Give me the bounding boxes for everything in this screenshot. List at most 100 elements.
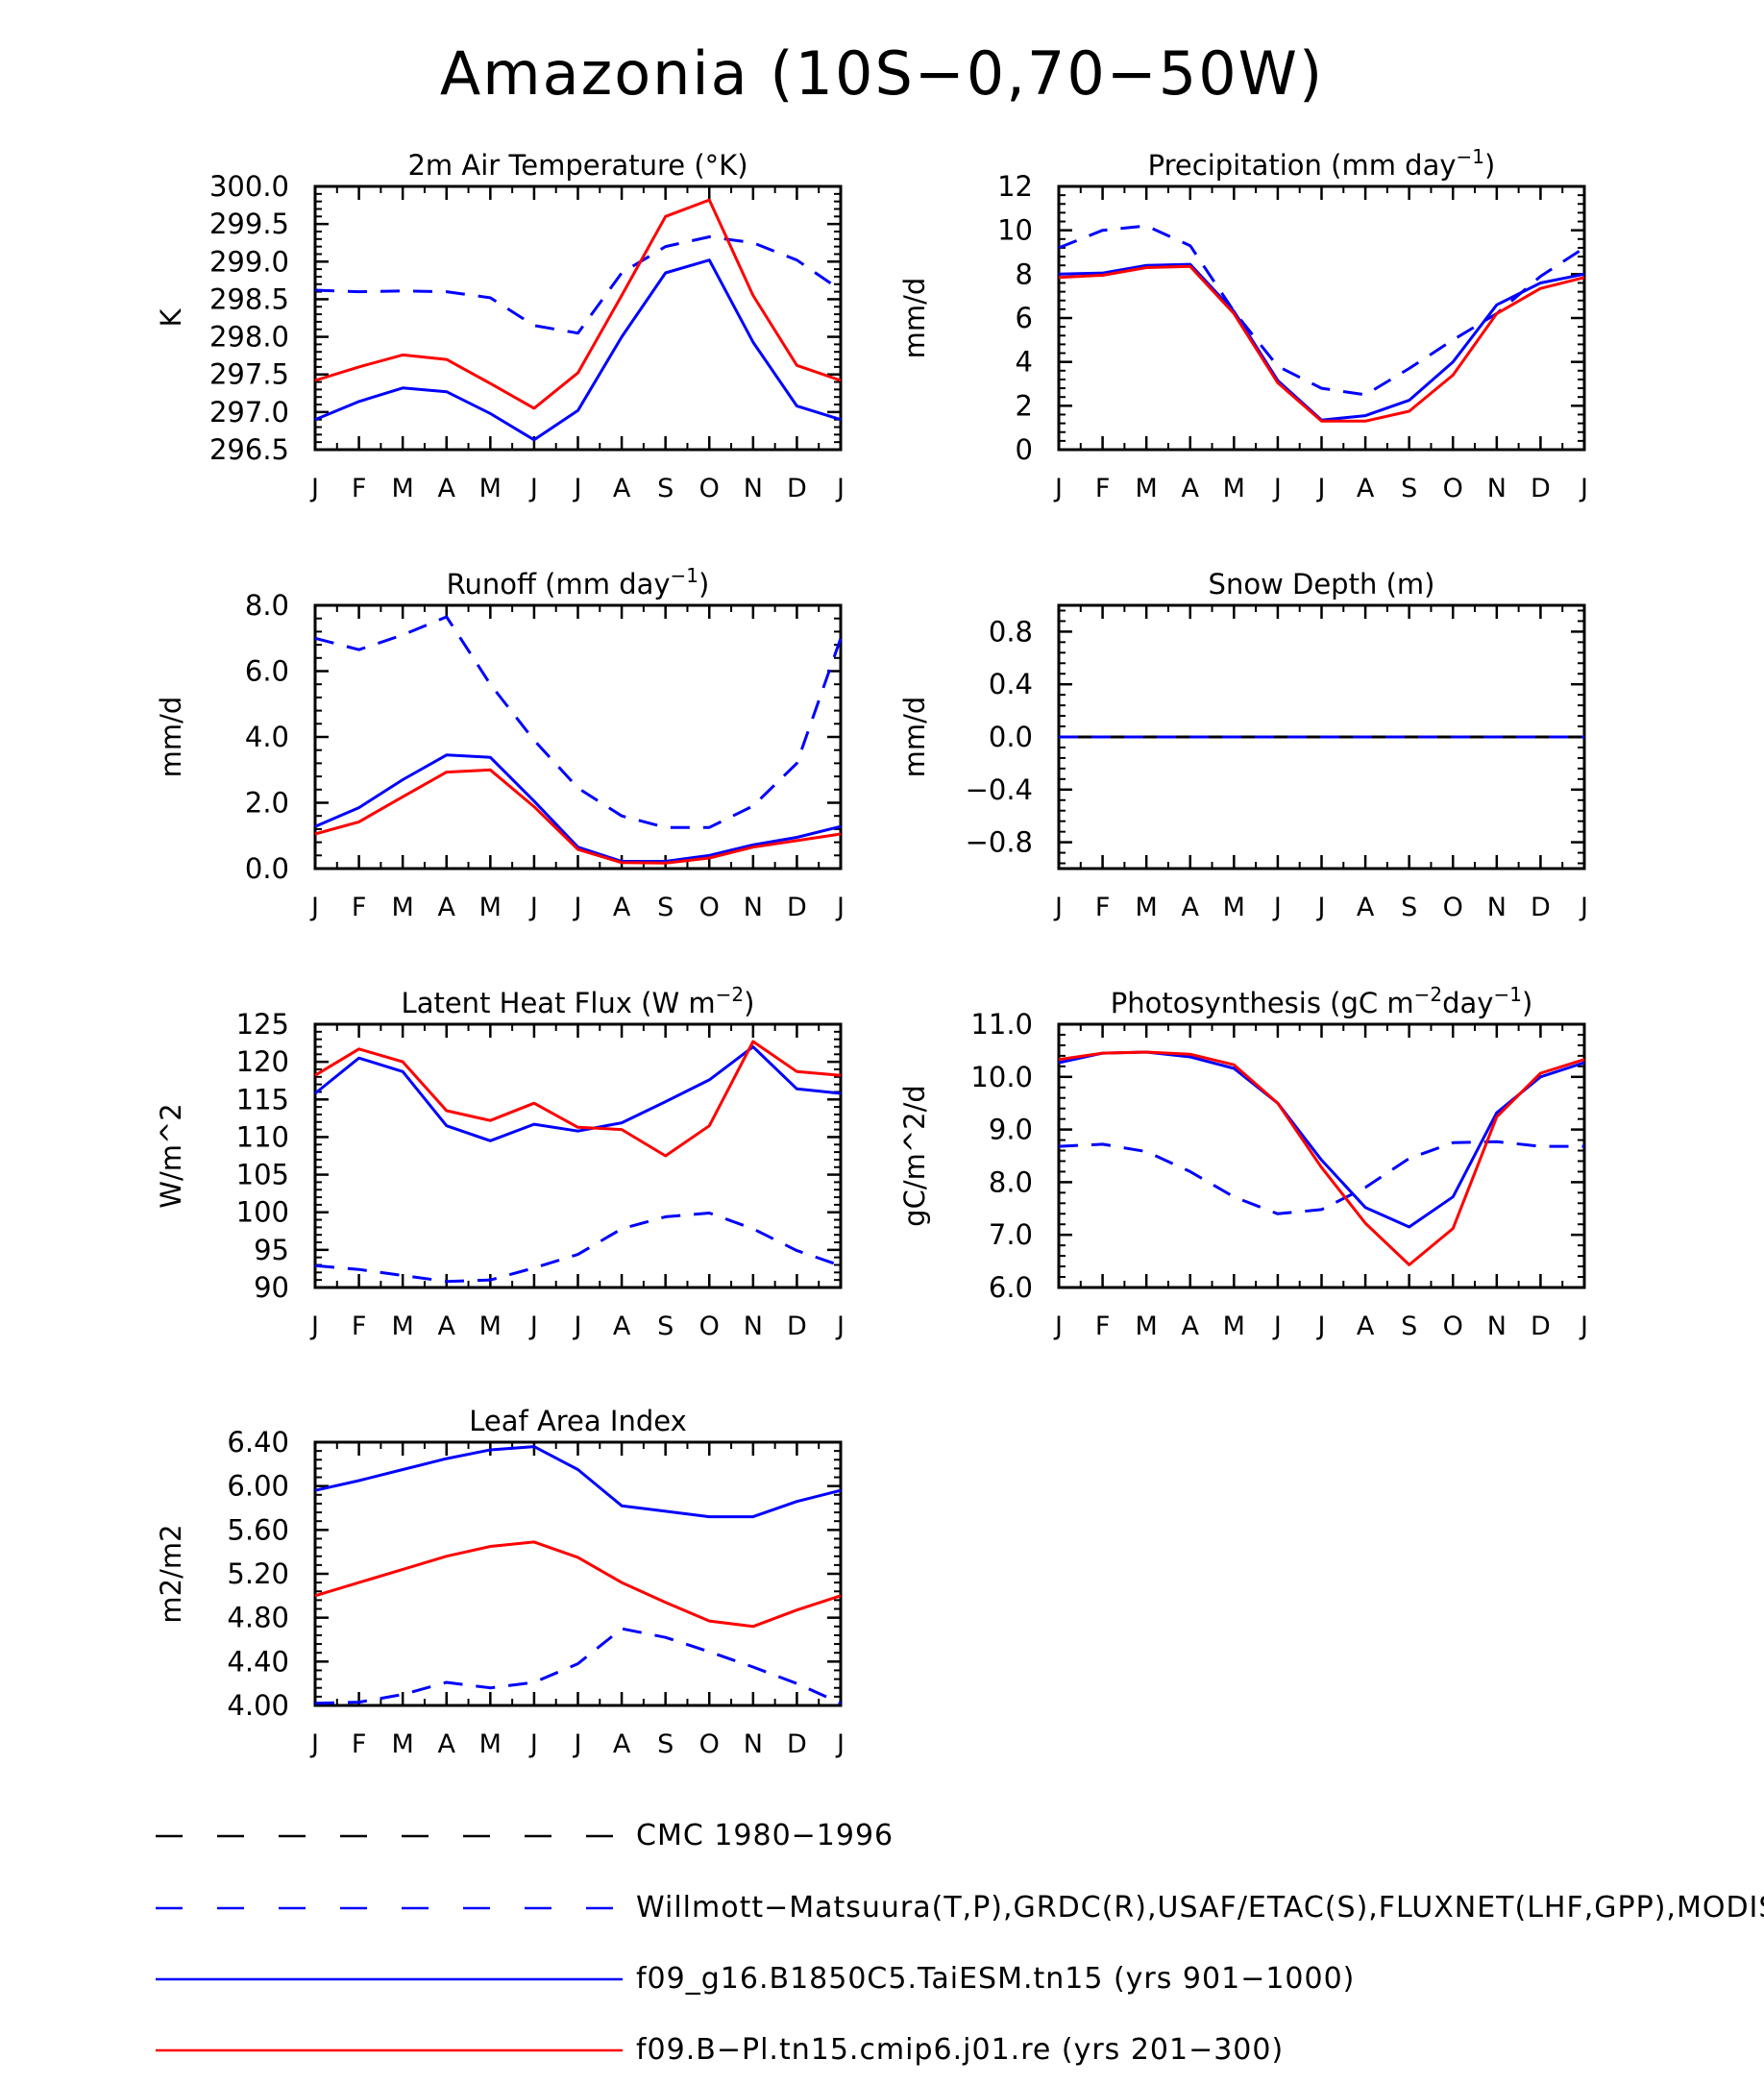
legend-swatch xyxy=(156,1834,623,1838)
legend-entry: Willmott−Matsuura(T,P),GRDC(R),USAF/ETAC… xyxy=(154,1889,1764,1927)
y-tick-label: 300.0 xyxy=(209,170,289,203)
x-tick-label: O xyxy=(699,893,720,922)
x-tick-label: S xyxy=(657,1729,674,1759)
x-tick-label: O xyxy=(1443,474,1463,503)
panel-title-text: ) xyxy=(744,987,754,1019)
x-tick-label: S xyxy=(657,474,674,503)
y-tick-label: 4.40 xyxy=(227,1645,289,1678)
legend-label: f09.B−Pl.tn15.cmip6.j01.re (yrs 201−300) xyxy=(636,2033,1285,2067)
x-tick-label: J xyxy=(1053,893,1063,922)
y-tick-label: 4.80 xyxy=(227,1602,289,1634)
series-line-2 xyxy=(314,258,842,442)
x-tick-label: J xyxy=(573,474,582,503)
x-tick-label: A xyxy=(1182,1312,1200,1341)
series-line-2 xyxy=(314,1445,842,1519)
x-tick-label: O xyxy=(1443,893,1463,922)
x-tick-label: A xyxy=(613,1312,631,1341)
panel-title: Snow Depth (m) xyxy=(1209,568,1435,601)
x-tick-label: J xyxy=(1579,893,1588,922)
x-tick-label: M xyxy=(1223,1312,1245,1341)
panel-title-superscript: −1 xyxy=(1493,983,1521,1006)
y-tick-label: 0.0 xyxy=(989,721,1033,753)
x-tick-label: S xyxy=(1401,893,1417,922)
plot-frame xyxy=(313,1022,843,1289)
panel-title: Precipitation (mm day−1) xyxy=(1148,145,1496,182)
x-tick-label: M xyxy=(479,1729,502,1759)
series-line-3 xyxy=(314,1040,842,1158)
x-tick-label: J xyxy=(835,1312,845,1341)
panel-title-superscript: −1 xyxy=(671,564,698,587)
chart-panel-1: J F M A M J J A S O N D J296.5297.0297.5298.0298.529… xyxy=(155,149,845,503)
x-tick-label: M xyxy=(1223,474,1245,503)
panel-title-text: ) xyxy=(698,568,709,601)
x-tick-label: S xyxy=(1401,474,1417,503)
x-tick-label: F xyxy=(352,1729,367,1759)
series-line-1 xyxy=(314,615,843,829)
x-tick-label: J xyxy=(1316,893,1326,922)
x-tick-label: N xyxy=(744,1729,763,1759)
y-tick-label: 299.0 xyxy=(209,245,289,278)
series-line-3 xyxy=(314,1540,842,1629)
panel-title-text: Photosynthesis (gC m xyxy=(1111,987,1414,1019)
x-tick-label: M xyxy=(1136,1312,1158,1341)
x-tick-label: J xyxy=(573,893,582,922)
x-tick-label: J xyxy=(1272,1312,1282,1341)
y-tick-label: 298.0 xyxy=(209,321,289,354)
x-tick-label: J xyxy=(309,893,319,922)
x-tick-label: J xyxy=(573,1729,582,1759)
x-tick-label: F xyxy=(352,893,367,922)
x-tick-label: D xyxy=(787,1312,807,1341)
x-tick-label: A xyxy=(613,893,631,922)
x-tick-label: J xyxy=(528,1729,538,1759)
y-tick-label: 10 xyxy=(997,214,1033,247)
y-tick-label: 5.60 xyxy=(227,1513,289,1546)
x-tick-label: D xyxy=(1531,474,1551,503)
plot-frame xyxy=(1057,1022,1586,1289)
y-tick-label: 6.40 xyxy=(227,1426,289,1459)
y-axis-label: K xyxy=(155,308,187,328)
x-tick-label: A xyxy=(438,1312,456,1341)
panel-title: Runoff (mm day−1) xyxy=(447,564,710,601)
x-tick-label: J xyxy=(1316,474,1326,503)
y-axis-label: gC/m^2/d xyxy=(898,1085,931,1227)
y-tick-label: 0.0 xyxy=(245,852,289,885)
x-tick-label: M xyxy=(479,1312,502,1341)
x-tick-label: F xyxy=(352,474,367,503)
y-axis-label: mm/d xyxy=(898,697,931,778)
x-tick-label: J xyxy=(528,474,538,503)
panel-title-text: Latent Heat Flux (W m xyxy=(402,987,716,1019)
x-tick-label: D xyxy=(1531,1312,1551,1341)
series-line-2 xyxy=(1058,262,1585,422)
x-tick-label: J xyxy=(309,1729,319,1759)
panel-title-text: ) xyxy=(1522,987,1532,1019)
y-tick-label: 297.0 xyxy=(209,396,289,429)
chart-panel-5: J F M A M J J A S O N D J9095100105110115120125W/m^2… xyxy=(155,983,845,1341)
x-tick-label: A xyxy=(1357,1312,1375,1341)
legend-label: CMC 1980−1996 xyxy=(636,1819,894,1852)
x-tick-label: J xyxy=(1579,1312,1588,1341)
y-tick-label: 105 xyxy=(236,1159,289,1191)
x-tick-label: D xyxy=(787,893,807,922)
y-tick-label: −0.4 xyxy=(966,773,1033,806)
x-tick-label: M xyxy=(479,474,502,503)
y-tick-label: 115 xyxy=(236,1083,289,1116)
y-tick-label: 90 xyxy=(254,1271,289,1304)
x-tick-label: M xyxy=(392,474,414,503)
y-tick-label: 6.00 xyxy=(227,1470,289,1503)
y-tick-label: 6.0 xyxy=(989,1271,1033,1304)
x-tick-label: N xyxy=(744,893,763,922)
x-tick-label: O xyxy=(699,1729,720,1759)
y-axis-label: mm/d xyxy=(155,697,187,778)
y-tick-label: 100 xyxy=(236,1196,289,1229)
x-tick-label: M xyxy=(479,893,502,922)
panel-title-text: day xyxy=(1442,987,1493,1019)
y-tick-label: 10.0 xyxy=(970,1061,1033,1093)
x-tick-label: J xyxy=(835,1729,845,1759)
x-tick-label: J xyxy=(528,893,538,922)
y-tick-label: 298.5 xyxy=(209,282,289,315)
panel-title: Photosynthesis (gC m−2day−1) xyxy=(1111,983,1533,1019)
panel-title-text: Leaf Area Index xyxy=(469,1405,686,1437)
x-tick-label: M xyxy=(392,1312,414,1341)
